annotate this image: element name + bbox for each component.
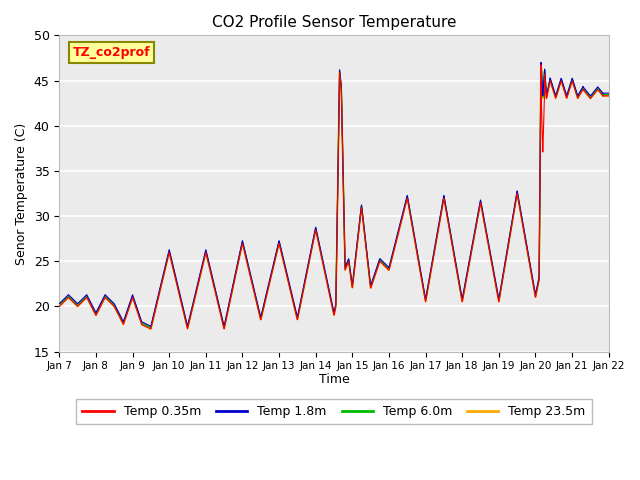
Title: CO2 Profile Sensor Temperature: CO2 Profile Sensor Temperature	[212, 15, 456, 30]
Legend: Temp 0.35m, Temp 1.8m, Temp 6.0m, Temp 23.5m: Temp 0.35m, Temp 1.8m, Temp 6.0m, Temp 2…	[76, 399, 592, 424]
X-axis label: Time: Time	[319, 372, 349, 386]
Text: TZ_co2prof: TZ_co2prof	[73, 46, 150, 59]
Y-axis label: Senor Temperature (C): Senor Temperature (C)	[15, 122, 28, 264]
